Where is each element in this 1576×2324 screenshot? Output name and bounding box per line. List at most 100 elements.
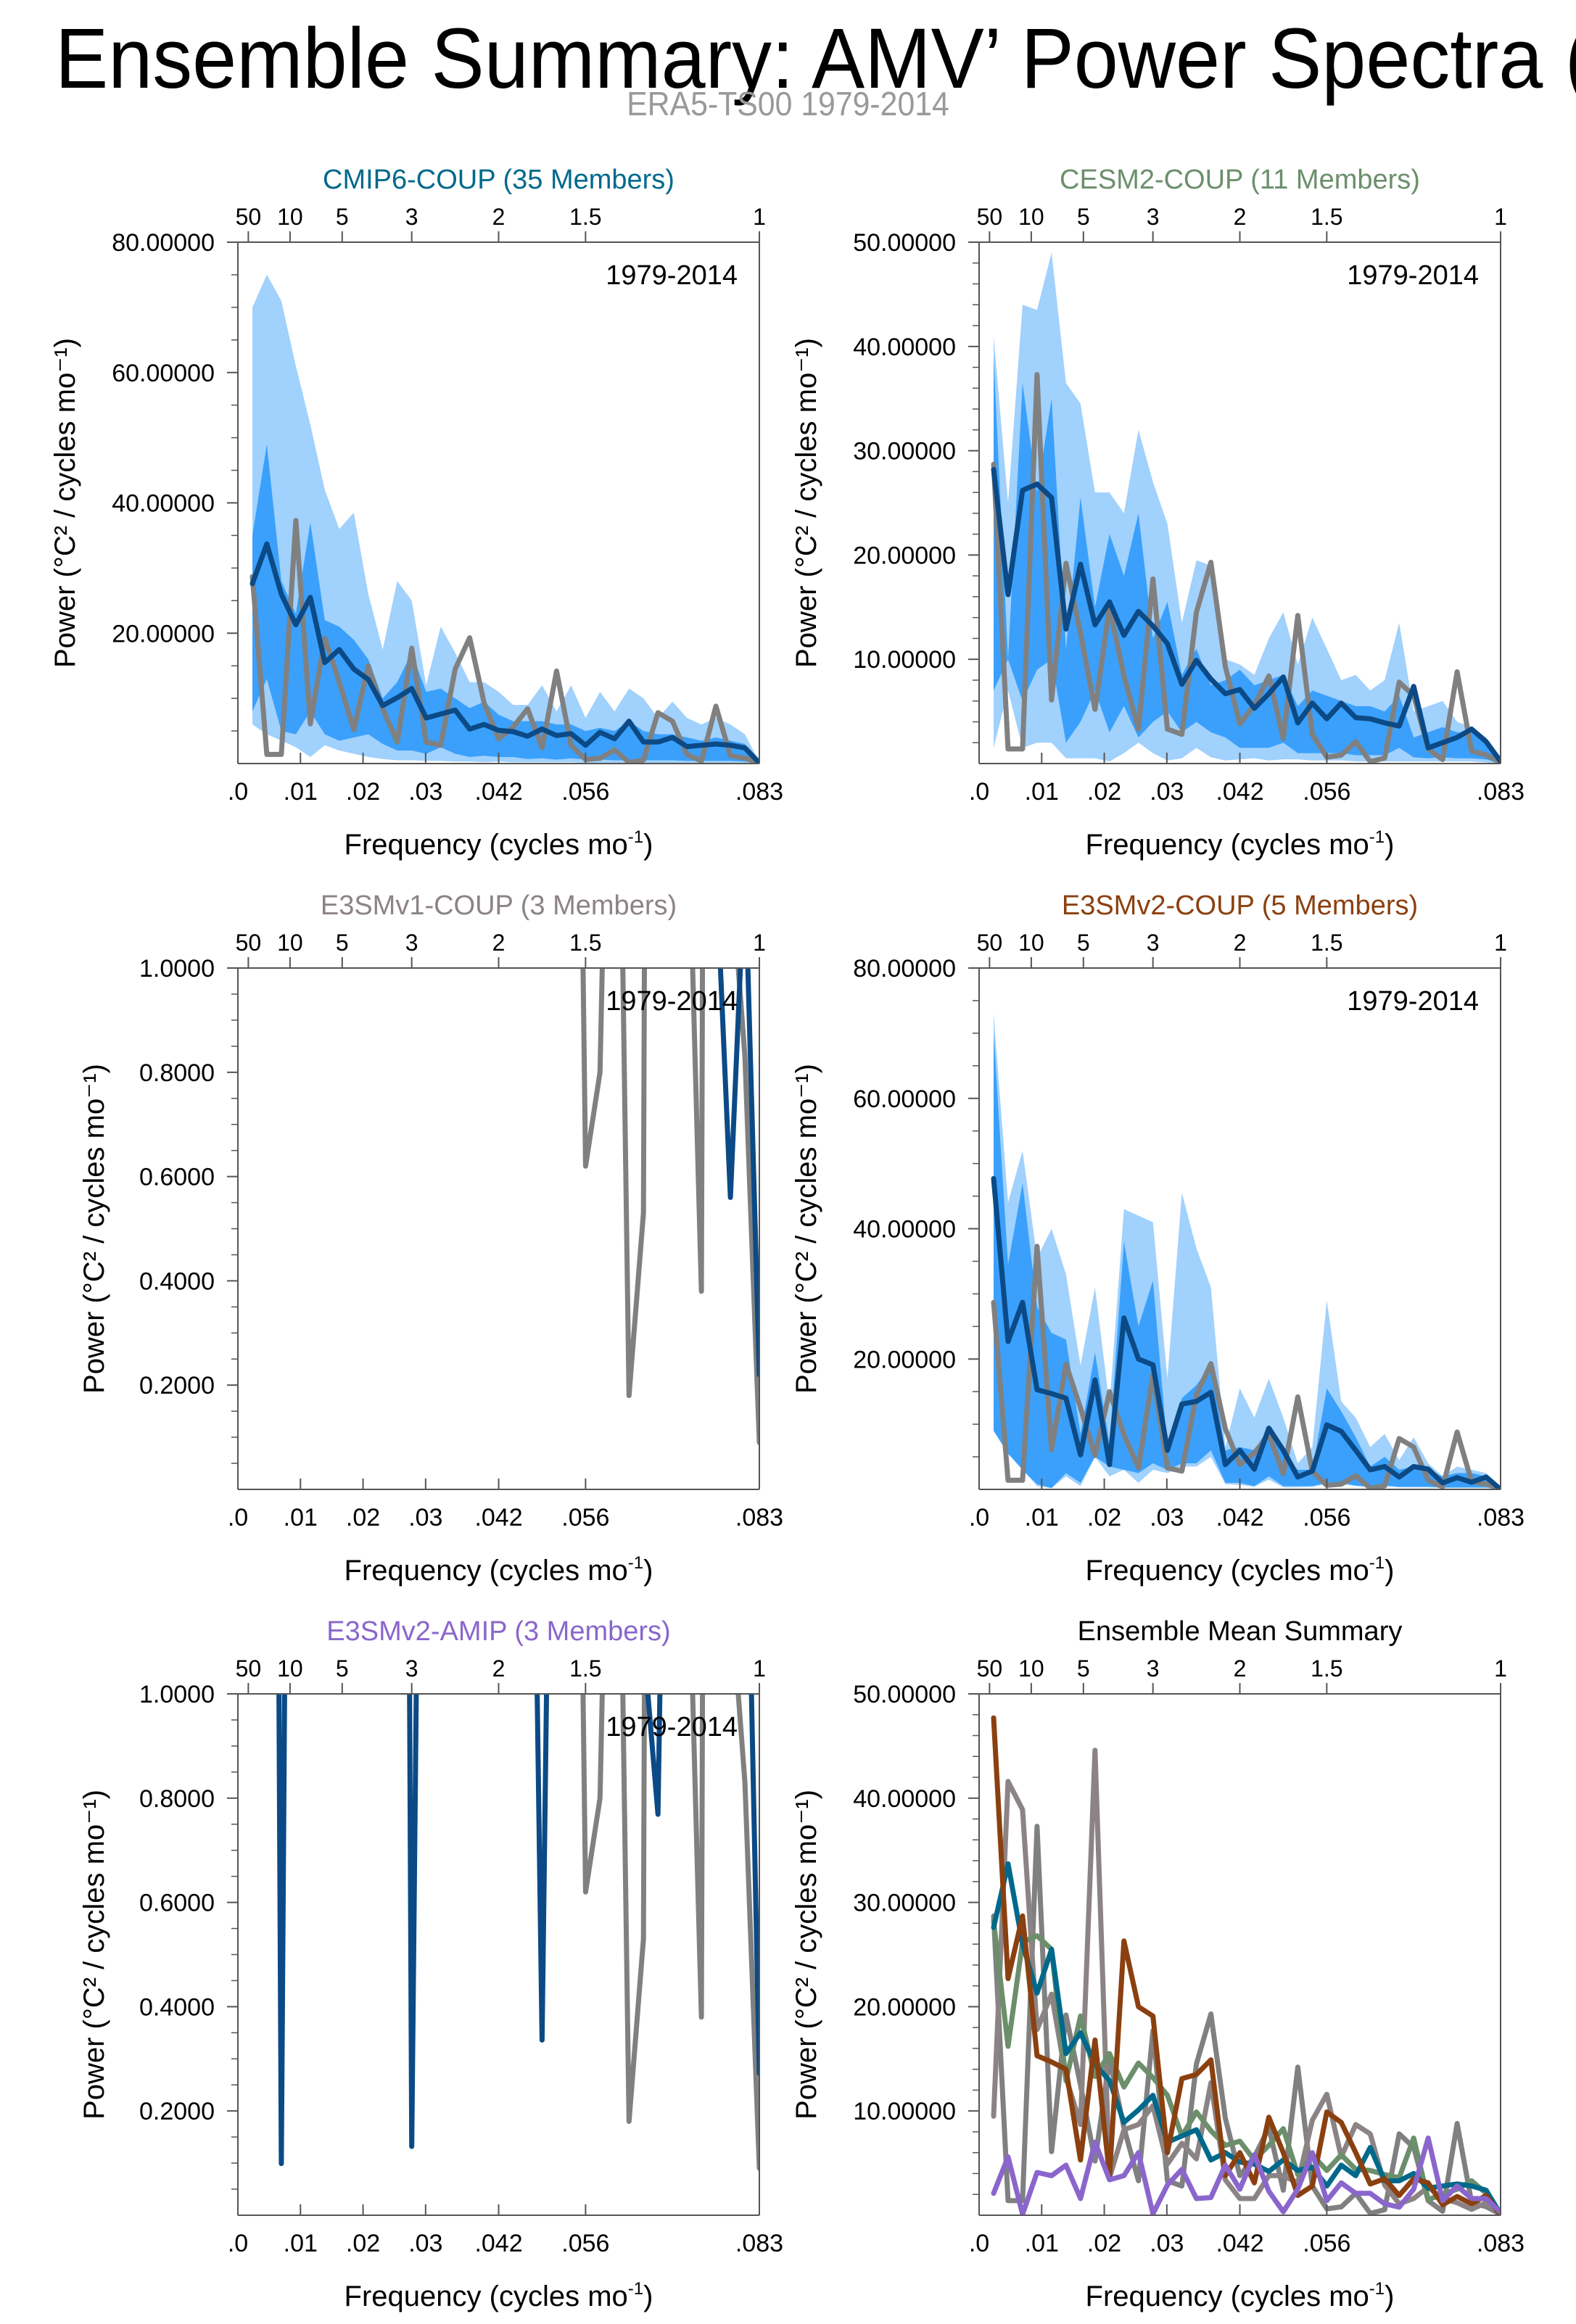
top-period-label: 1 xyxy=(1494,1655,1507,1682)
top-period-label: 1.5 xyxy=(569,1655,601,1682)
top-period-label: 2 xyxy=(492,1655,506,1682)
top-period-label: 3 xyxy=(1147,930,1160,956)
y-axis-label: Power (°C² / cycles mo⁻¹) xyxy=(791,1064,822,1394)
x-axis-label-main: Frequency (cycles mo xyxy=(345,1555,628,1587)
obs-line-era5 xyxy=(580,1694,759,2171)
y-tick-label: 1.0000 xyxy=(139,1681,215,1708)
x-tick-label: .03 xyxy=(1150,778,1184,806)
top-period-label: 2 xyxy=(492,204,506,230)
period-label: 1979-2014 xyxy=(1347,986,1479,1017)
x-axis-label-close: ) xyxy=(643,1555,653,1587)
top-period-label: 3 xyxy=(1147,204,1160,230)
x-tick-label: .01 xyxy=(1025,1504,1059,1531)
top-period-label: 5 xyxy=(1077,1655,1090,1682)
x-tick-label: .03 xyxy=(408,778,442,806)
x-axis-label-close: ) xyxy=(1385,829,1394,861)
x-tick-label: .042 xyxy=(1216,1504,1263,1531)
x-tick-label: .0 xyxy=(228,778,248,806)
x-tick-label: .01 xyxy=(284,1504,318,1531)
top-period-label: 50 xyxy=(236,1655,262,1682)
series-line-e3smv1-coup xyxy=(991,1748,1501,2215)
x-tick-label: .02 xyxy=(346,2230,380,2257)
x-axis-label-main: Frequency (cycles mo xyxy=(1086,1555,1369,1587)
y-tick-label: 0.6000 xyxy=(139,1164,215,1191)
x-tick-label: .042 xyxy=(474,2230,522,2257)
top-period-label: 1.5 xyxy=(569,930,601,956)
min-max-range-band xyxy=(252,274,759,764)
y-tick-label: 40.00000 xyxy=(853,1216,956,1244)
top-period-label: 1 xyxy=(753,930,766,956)
x-axis-label-main: Frequency (cycles mo xyxy=(1086,829,1369,861)
plot-area xyxy=(276,1694,759,2171)
x-axis-label-close: ) xyxy=(643,829,653,861)
panel-title: Ensemble Mean Summary xyxy=(1078,1616,1403,1647)
x-tick-label: .042 xyxy=(1216,2230,1263,2257)
x-tick-label: .01 xyxy=(1025,2230,1059,2257)
x-tick-label: .056 xyxy=(561,1504,609,1531)
top-period-label: 2 xyxy=(1234,930,1247,956)
x-tick-label: .01 xyxy=(1025,778,1059,806)
top-period-label: 3 xyxy=(405,204,418,230)
panel-title: E3SMv2-AMIP (3 Members) xyxy=(326,1616,670,1647)
x-axis-label-sup: -1 xyxy=(1369,827,1385,847)
top-period-label: 50 xyxy=(236,930,262,956)
top-period-label: 5 xyxy=(336,1655,349,1682)
x-axis-label-sup: -1 xyxy=(1369,1553,1385,1573)
x-tick-label: .03 xyxy=(1150,1504,1184,1531)
x-axis-label-main: Frequency (cycles mo xyxy=(1086,2280,1369,2312)
x-tick-label: .03 xyxy=(1150,2230,1184,2257)
x-tick-label: .042 xyxy=(474,1504,522,1531)
panel-title: CMIP6-COUP (35 Members) xyxy=(323,165,674,195)
ensemble-mean-line xyxy=(991,467,1501,764)
x-axis-label-main: Frequency (cycles mo xyxy=(345,829,628,861)
series-line-cesm2-coup xyxy=(991,1919,1501,2215)
x-axis-label-sup: -1 xyxy=(628,827,643,847)
y-tick-label: 0.6000 xyxy=(139,1890,215,1917)
top-period-label: 5 xyxy=(336,204,349,230)
y-tick-label: 50.00000 xyxy=(853,229,956,257)
y-axis-label: Power (°C² / cycles mo⁻¹) xyxy=(49,338,81,668)
x-tick-label: .056 xyxy=(1303,778,1350,806)
x-axis-label-main: Frequency (cycles mo xyxy=(345,2280,628,2312)
top-period-label: 1.5 xyxy=(1311,930,1342,956)
x-tick-label: .083 xyxy=(1477,2230,1525,2257)
y-tick-label: 30.00000 xyxy=(853,1890,956,1917)
x-axis-label: Frequency (cycles mo-1) xyxy=(345,1553,653,1587)
x-tick-label: .03 xyxy=(408,1504,442,1531)
top-period-label: 1.5 xyxy=(569,204,601,230)
x-axis-label: Frequency (cycles mo-1) xyxy=(345,2279,653,2312)
panel-cmip6: 80.00000 60.00000 40.00000 20.00000 .0 .01 .02… xyxy=(49,165,783,861)
y-tick-label: 0.4000 xyxy=(139,1268,215,1295)
x-axis-label-sup: -1 xyxy=(1369,2279,1385,2299)
series-line-e3smv2-amip xyxy=(991,2135,1501,2215)
x-axis-label-sup: -1 xyxy=(628,2279,643,2299)
panel-e3smv2_amip: 1.0000 0.8000 0.6000 0.4000 0.2000 .0 .01 .02 .0… xyxy=(78,1616,783,2312)
panel-title: E3SMv1-COUP (3 Members) xyxy=(321,890,677,921)
panel-e3smv2_coup: 80.00000 60.00000 40.00000 20.00000 .0 .01 .02… xyxy=(791,890,1525,1587)
plot-area xyxy=(249,274,759,764)
top-period-label: 2 xyxy=(492,930,506,956)
top-period-label: 1 xyxy=(1494,930,1507,956)
y-tick-label: 80.00000 xyxy=(112,229,215,257)
y-axis-label: Power (°C² / cycles mo⁻¹) xyxy=(78,1064,110,1394)
x-axis-label-close: ) xyxy=(1385,1555,1394,1587)
ensemble-mean-line xyxy=(249,541,759,764)
top-period-label: 3 xyxy=(1147,1655,1160,1682)
top-period-label: 10 xyxy=(1018,930,1044,956)
y-tick-label: 20.00000 xyxy=(853,1993,956,2021)
y-tick-label: 40.00000 xyxy=(853,334,956,361)
y-axis-label: Power (°C² / cycles mo⁻¹) xyxy=(791,1790,822,2120)
x-tick-label: .0 xyxy=(969,778,989,806)
figure-subtitle: ERA5-TS00 1979-2014 xyxy=(627,85,949,123)
y-tick-label: 50.00000 xyxy=(853,1681,956,1708)
x-tick-label: .02 xyxy=(1087,2230,1121,2257)
x-tick-label: .083 xyxy=(1477,778,1525,806)
plot-area xyxy=(991,1715,1501,2215)
x-axis-label: Frequency (cycles mo-1) xyxy=(345,827,653,861)
ensemble-mean-line xyxy=(991,1175,1501,1489)
y-tick-label: 0.8000 xyxy=(139,1059,215,1087)
x-axis-label: Frequency (cycles mo-1) xyxy=(1086,2279,1395,2312)
y-tick-label: 80.00000 xyxy=(853,955,956,983)
top-period-label: 3 xyxy=(405,1655,418,1682)
